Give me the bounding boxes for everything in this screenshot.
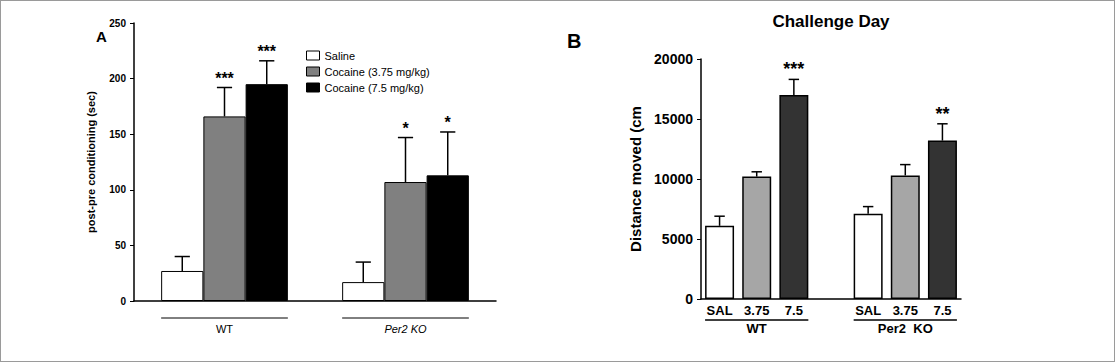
svg-text:0: 0	[685, 291, 693, 307]
svg-text:Cocaine (7.5 mg/kg): Cocaine (7.5 mg/kg)	[325, 82, 424, 94]
svg-text:7.5: 7.5	[933, 303, 951, 318]
svg-text:*: *	[402, 120, 409, 137]
svg-text:7.5: 7.5	[785, 303, 803, 318]
svg-text:150: 150	[109, 129, 126, 140]
svg-text:50: 50	[115, 240, 127, 251]
svg-text:10000: 10000	[654, 171, 693, 187]
svg-text:SAL: SAL	[707, 303, 733, 318]
svg-text:Distance moved (cm: Distance moved (cm	[627, 106, 644, 252]
svg-text:100: 100	[109, 184, 126, 195]
svg-text:Per2 KO: Per2 KO	[384, 323, 427, 335]
svg-text:***: ***	[215, 70, 234, 87]
svg-text:SAL: SAL	[855, 303, 881, 318]
svg-text:15000: 15000	[654, 111, 693, 127]
svg-text:Challenge Day: Challenge Day	[772, 12, 890, 31]
svg-text:post-pre conditioning (sec): post-pre conditioning (sec)	[85, 91, 97, 233]
svg-text:***: ***	[783, 59, 804, 79]
svg-text:Cocaine (3.75 mg/kg): Cocaine (3.75 mg/kg)	[325, 66, 430, 78]
svg-text:WT: WT	[747, 321, 767, 336]
svg-text:***: ***	[257, 43, 276, 60]
svg-text:20000: 20000	[654, 51, 693, 67]
svg-text:3.75: 3.75	[893, 303, 918, 318]
svg-text:WT: WT	[216, 323, 233, 335]
svg-text:3.75: 3.75	[744, 303, 769, 318]
svg-text:Per2 KO: Per2 KO	[878, 321, 933, 336]
svg-text:A: A	[96, 28, 107, 45]
svg-text:**: **	[935, 104, 949, 124]
svg-text:200: 200	[109, 73, 126, 84]
svg-text:5000: 5000	[662, 231, 693, 247]
svg-text:0: 0	[120, 296, 126, 307]
svg-text:250: 250	[109, 18, 126, 29]
svg-text:B: B	[567, 30, 581, 52]
svg-text:*: *	[445, 114, 452, 131]
svg-text:Saline: Saline	[325, 50, 356, 62]
